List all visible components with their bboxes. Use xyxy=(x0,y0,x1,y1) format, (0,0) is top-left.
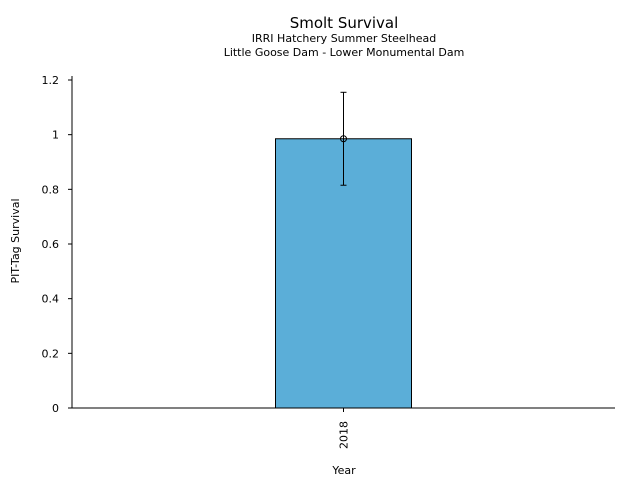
y-tick-label: 1.2 xyxy=(42,74,60,87)
chart-subtitle-line-1: IRRI Hatchery Summer Steelhead xyxy=(252,32,436,45)
chart-title: Smolt Survival xyxy=(290,14,399,32)
y-tick-label: 0.6 xyxy=(42,238,60,251)
y-axis-label: PIT-Tag Survival xyxy=(9,198,22,283)
error-bars xyxy=(340,91,347,186)
x-tick-label: 2018 xyxy=(338,421,351,449)
y-tick-label: 0.2 xyxy=(42,347,60,360)
y-tick-label: 0.8 xyxy=(42,183,60,196)
x-axis-label: Year xyxy=(331,464,356,477)
y-tick-label: 0.4 xyxy=(42,293,60,306)
point-marker xyxy=(340,135,347,143)
y-axis: 0 0.2 0.4 0.6 0.8 1 1.2 xyxy=(42,74,73,415)
x-axis: 2018 xyxy=(72,407,615,449)
y-tick-label: 1 xyxy=(52,129,59,142)
y-tick-label: 0 xyxy=(52,402,59,415)
chart-subtitle-line-2: Little Goose Dam - Lower Monumental Dam xyxy=(224,46,465,59)
